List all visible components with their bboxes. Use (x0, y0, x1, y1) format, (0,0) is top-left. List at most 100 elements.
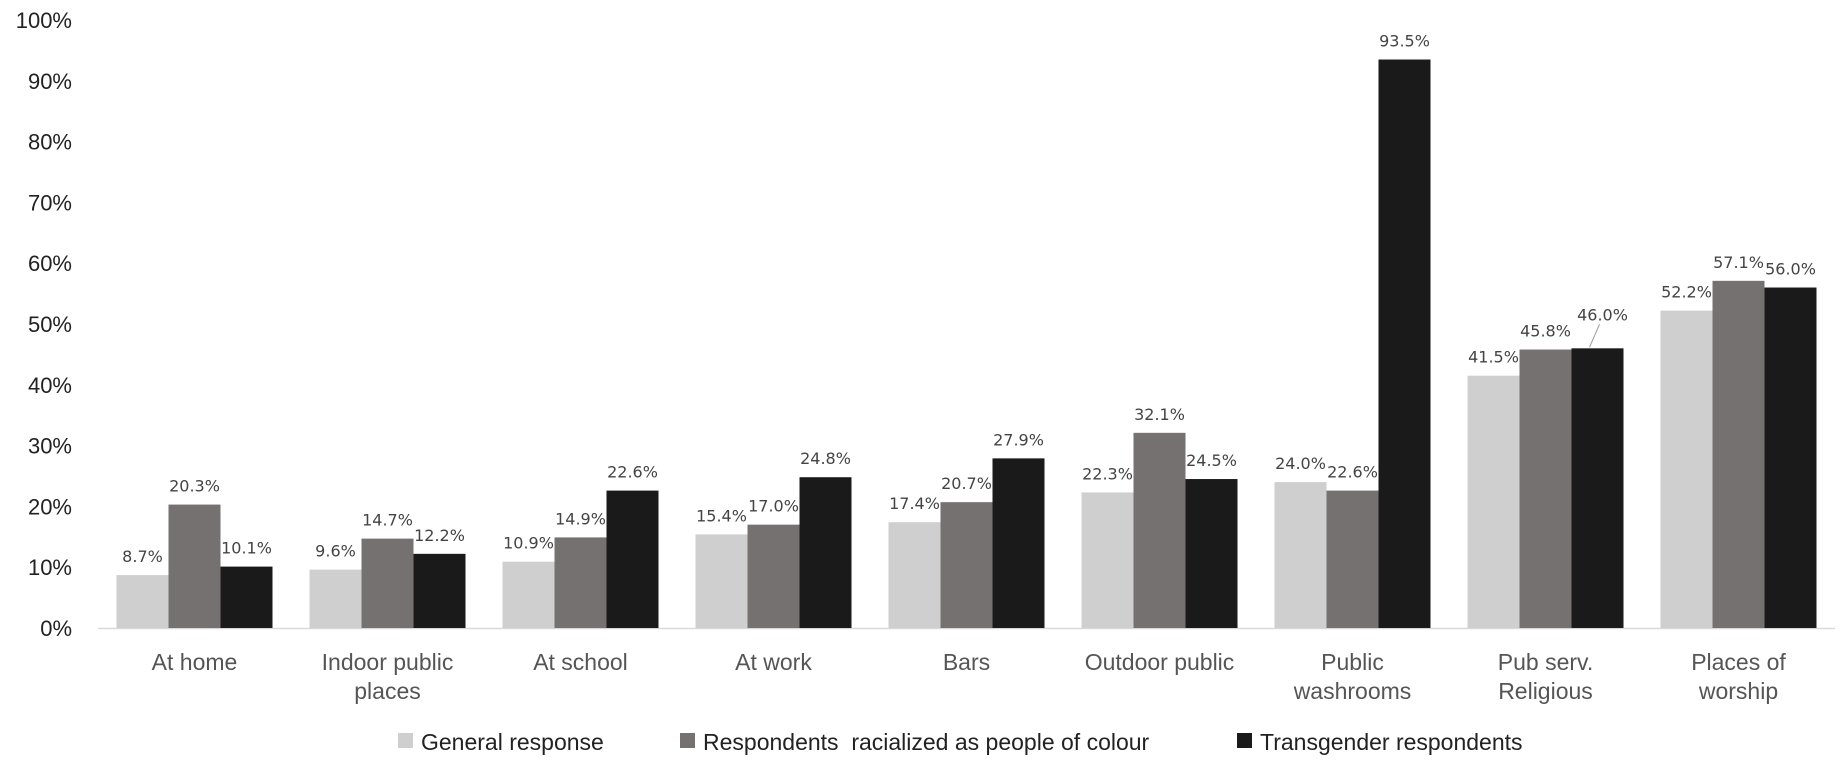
bar (554, 537, 607, 628)
x-tick-label-line: Religious (1498, 678, 1593, 704)
bar (888, 522, 941, 628)
x-tick-label: Bars (943, 649, 990, 675)
bar (168, 504, 221, 628)
data-label: 9.6% (315, 542, 356, 561)
y-tick-label: 90% (28, 69, 72, 94)
bar (309, 569, 362, 628)
bar (1185, 479, 1238, 628)
data-label: 14.9% (555, 509, 606, 528)
bar (361, 538, 414, 628)
data-label: 52.2% (1661, 283, 1712, 302)
data-label: 56.0% (1765, 260, 1816, 279)
x-tick-label-line: At work (735, 649, 812, 675)
y-tick-label: 60% (28, 251, 72, 276)
y-tick-label: 40% (28, 373, 72, 398)
y-tick-label: 30% (28, 434, 72, 459)
data-label: 20.3% (169, 477, 220, 496)
x-tick-label-line: At home (152, 649, 238, 675)
bars-layer (116, 59, 1817, 628)
data-label: 57.1% (1713, 253, 1764, 272)
data-label: 32.1% (1134, 405, 1185, 424)
legend-label: General response (421, 729, 604, 755)
x-tick-label-line: washrooms (1293, 678, 1412, 704)
data-label: 15.4% (696, 506, 747, 525)
data-label: 8.7% (122, 547, 163, 566)
data-label: 41.5% (1468, 348, 1519, 367)
data-label: 46.0% (1577, 305, 1628, 324)
y-tick-label: 70% (28, 190, 72, 215)
data-label: 10.1% (221, 539, 272, 558)
legend-label: Transgender respondents (1260, 729, 1523, 755)
data-label-leader-line (1589, 324, 1600, 348)
x-tick-label-line: Places of (1691, 649, 1786, 675)
bar (1519, 349, 1572, 628)
bar (502, 561, 555, 628)
x-tick-label-line: worship (1698, 678, 1778, 704)
bar (1274, 482, 1327, 628)
data-label: 20.7% (941, 474, 992, 493)
data-label: 17.0% (748, 497, 799, 516)
bar (992, 458, 1045, 628)
data-label: 93.5% (1379, 32, 1430, 51)
legend-swatch (1237, 733, 1252, 748)
data-label: 24.5% (1186, 451, 1237, 470)
x-tick-label: Pub serv. Religious (1498, 649, 1593, 704)
legend-label: Respondents racialized as people of colo… (703, 729, 1150, 755)
y-tick-label: 50% (28, 312, 72, 337)
bar (695, 534, 748, 628)
x-tick-label: At home (152, 649, 238, 675)
legend-swatch (680, 733, 695, 748)
x-tick-label: Public washrooms (1293, 649, 1412, 704)
y-tick-label: 20% (28, 494, 72, 519)
bar (1712, 280, 1765, 628)
data-labels-layer: 8.7% 20.3% 10.1% 9.6% 14.7%12.2% 10.9%14.9% 22… (122, 32, 1816, 567)
bar (220, 566, 273, 628)
x-tick-label-line: places (354, 678, 420, 704)
data-label: 14.7% (362, 511, 413, 530)
bar (747, 524, 800, 628)
bar (413, 553, 466, 628)
legend-swatch (398, 733, 413, 748)
bar (1378, 59, 1431, 628)
x-tick-label: Indoor public places (322, 649, 454, 704)
x-tick-label-line: Outdoor public (1085, 649, 1235, 675)
data-label: 12.2% (414, 526, 465, 545)
bar (1133, 432, 1186, 628)
data-label: 22.3% (1082, 464, 1133, 483)
axis-layer: 0% 10% 20% 30% 40% 50% 60% 70% 80% 90% 100% (16, 8, 1835, 641)
y-tick-label: 0% (40, 616, 72, 641)
x-tick-label-line: At school (533, 649, 628, 675)
data-label: 24.0% (1275, 454, 1326, 473)
x-tick-label: At work (735, 649, 812, 675)
data-label: 45.8% (1520, 322, 1571, 341)
bar (1326, 490, 1379, 628)
category-labels-layer: At home Indoor public places At school At wo… (152, 649, 1787, 704)
y-tick-label: 80% (28, 130, 72, 155)
x-tick-label-line: Indoor public (322, 649, 454, 675)
x-tick-label-line: Bars (943, 649, 990, 675)
data-label: 27.9% (993, 430, 1044, 449)
data-label: 17.4% (889, 494, 940, 513)
y-tick-label: 10% (28, 555, 72, 580)
x-tick-label: Outdoor public (1085, 649, 1235, 675)
bar (116, 575, 169, 628)
data-label: 22.6% (607, 463, 658, 482)
data-label: 24.8% (800, 449, 851, 468)
x-tick-label-line: Pub serv. (1498, 649, 1593, 675)
x-tick-label: Places of worship (1691, 649, 1786, 704)
x-tick-label-line: Public (1321, 649, 1384, 675)
bar (606, 490, 659, 628)
legend: General response Respondents racialized a… (398, 729, 1523, 755)
bar (1081, 492, 1134, 628)
x-tick-label: At school (533, 649, 628, 675)
data-label: 22.6% (1327, 463, 1378, 482)
bar (940, 502, 993, 628)
bar (1467, 375, 1520, 628)
bar (1764, 287, 1817, 628)
y-tick-label: 100% (16, 8, 72, 33)
bar (1571, 348, 1624, 628)
bar (799, 477, 852, 628)
data-label: 10.9% (503, 534, 554, 553)
